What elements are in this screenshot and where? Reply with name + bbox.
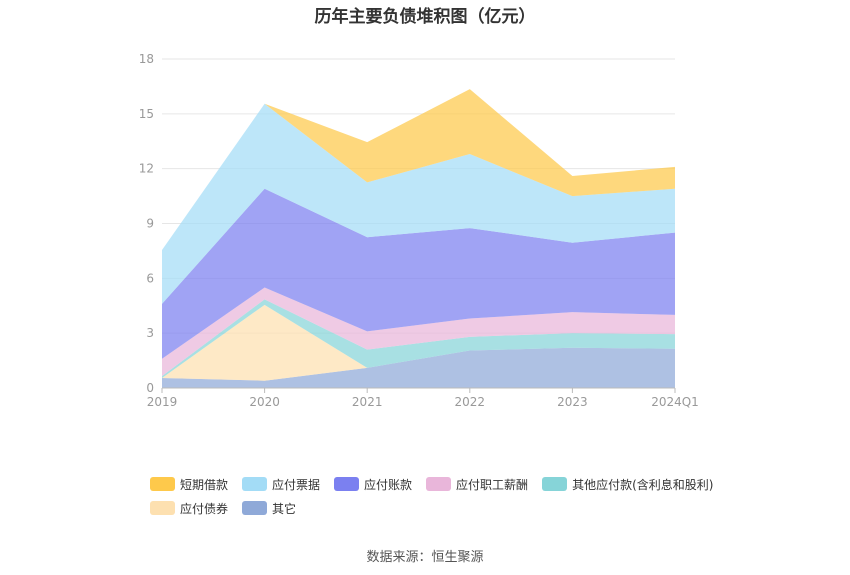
y-tick-label: 9 [146,217,154,231]
y-tick-label: 6 [146,271,154,285]
legend-label: 应付票据 [272,477,321,492]
x-tick-label: 2020 [249,395,280,409]
area-series [162,89,675,388]
legend-label: 应付债券 [180,501,229,516]
legend-swatch [150,501,175,515]
y-tick-label: 15 [139,107,154,121]
area-应付票据 [162,103,675,304]
legend-item[interactable]: 应付职工薪酬 [426,476,528,493]
legend-item[interactable]: 其它 [242,500,296,517]
y-tick-label: 3 [146,326,154,340]
area-短期借款 [162,89,675,251]
x-tick-label: 2023 [557,395,588,409]
legend-swatch [334,477,360,491]
legend-item[interactable]: 短期借款 [150,476,228,493]
y-tick-label: 12 [139,162,154,176]
area-其他应付款含利息和股利 [162,299,675,378]
legend-label: 短期借款 [180,477,229,492]
y-tick-label: 0 [146,381,154,395]
area-其它 [162,347,675,388]
legend-swatch [242,501,268,515]
source-note: 数据来源：恒生聚源 [366,550,484,565]
legend-item[interactable]: 应付债券 [150,500,228,517]
legend-label: 应付账款 [364,477,413,492]
y-tick-label: 18 [139,52,154,66]
legend-label: 其它 [272,501,297,516]
legend-swatch [242,477,268,491]
area-应付账款 [162,188,675,359]
legend-row-2: 应付债券 其它 [150,496,750,520]
legend-item[interactable]: 应付账款 [334,476,412,493]
legend-swatch [426,477,452,491]
legend-item[interactable]: 其他应付款(含利息和股利) [542,476,713,493]
legend-label: 应付职工薪酬 [456,477,529,492]
legend-swatch [542,477,568,491]
x-tick-label: 2021 [352,395,383,409]
x-tick-label: 2019 [147,395,178,409]
x-tick-label: 2022 [455,395,486,409]
x-tick-label: 2024Q1 [651,395,699,409]
area-应付职工薪酬 [162,287,675,377]
legend: 短期借款 应付票据 应付账款 应付职工薪酬 其他应付款(含利息和股利) 应付债券 其它 [150,472,750,520]
legend-swatch [150,477,175,491]
legend-label: 其他应付款(含利息和股利) [572,477,714,492]
legend-row-1: 短期借款 应付票据 应付账款 应付职工薪酬 其他应付款(含利息和股利) [150,472,750,496]
area-应付债券 [162,304,675,381]
legend-item[interactable]: 应付票据 [242,476,320,493]
chart-title: 历年主要负债堆积图（亿元） [314,7,536,27]
axes: 0 3 6 9 12 15 18 2019 2020 2021 2022 2023 2024Q1 [139,52,699,409]
